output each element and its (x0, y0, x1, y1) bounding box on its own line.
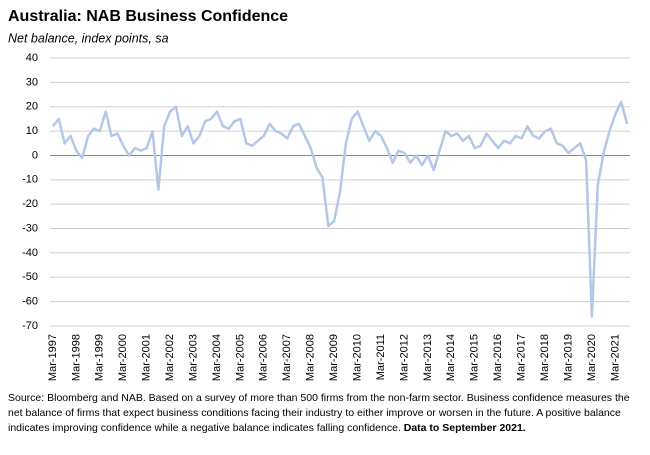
y-tick-label: 10 (26, 125, 38, 137)
y-tick-label: -40 (22, 247, 38, 259)
source-note: Source: Bloomberg and NAB. Based on a su… (8, 391, 644, 436)
x-tick-label: Mar-1999 (94, 334, 106, 381)
y-tick-label: -30 (22, 222, 38, 234)
x-tick-label: Mar-2005 (234, 334, 246, 381)
y-tick-label: -50 (22, 271, 38, 283)
y-tick-label: 0 (32, 149, 38, 161)
x-tick-label: Mar-2016 (492, 334, 504, 381)
x-tick-label: Mar-2012 (398, 334, 410, 381)
x-tick-label: Mar-2001 (141, 334, 153, 381)
y-tick-label: -10 (22, 174, 38, 186)
x-tick-label: Mar-2011 (375, 334, 387, 380)
y-tick-label: -60 (22, 296, 38, 308)
x-tick-label: Mar-2010 (351, 334, 363, 381)
source: Source: Bloomberg and NAB. Based on a su… (8, 392, 630, 434)
x-tick-label: Mar-2008 (305, 334, 317, 381)
x-tick-label: Mar-2002 (164, 334, 176, 381)
x-tick-label: Mar-1997 (47, 334, 59, 381)
x-tick-label: Mar-2019 (562, 334, 574, 381)
line-series (51, 100, 629, 318)
x-tick-label: Mar-2015 (469, 334, 481, 381)
x-tick-label: Mar-2007 (281, 334, 293, 381)
data-note: Data to September 2021. (403, 422, 526, 434)
chart-subtitle: Net balance, index points, sa (8, 31, 169, 45)
x-tick-label: Mar-2021 (609, 334, 621, 381)
x-tick-label: Mar-2009 (328, 334, 340, 381)
chart: Australia: NAB Business Confidence Net b… (8, 8, 630, 381)
x-tick-label: Mar-2017 (516, 334, 528, 381)
x-tick-label: Mar-2003 (187, 334, 199, 381)
y-tick-label: 20 (26, 101, 38, 113)
y-tick-label: 30 (26, 76, 38, 88)
x-tick-label: Mar-2006 (258, 334, 270, 381)
x-tick-label: Mar-2014 (445, 334, 457, 381)
x-tick-label: Mar-2004 (211, 334, 223, 381)
x-tick-label: Mar-2013 (422, 334, 434, 381)
x-tick-label: Mar-2018 (539, 334, 551, 381)
y-tick-label: 40 (26, 52, 38, 64)
x-tick-label: Mar-1998 (70, 334, 82, 381)
y-tick-label: -70 (22, 320, 38, 332)
chart-title: Australia: NAB Business Confidence (8, 8, 288, 25)
x-tick-label: Mar-2000 (117, 334, 129, 381)
y-tick-label: -20 (22, 198, 38, 210)
x-tick-label: Mar-2020 (586, 334, 598, 381)
